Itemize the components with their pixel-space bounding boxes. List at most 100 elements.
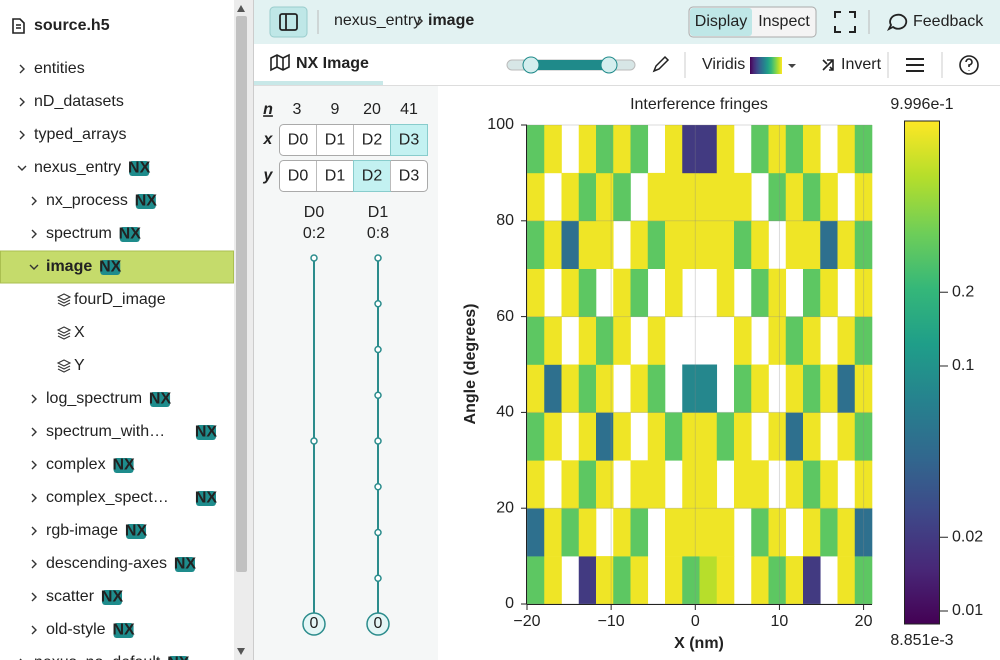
y-tick-label: 0	[505, 595, 514, 612]
heatmap-cell	[682, 172, 700, 222]
tree-item[interactable]: typed_arrays	[34, 126, 127, 143]
axis-button[interactable]: D1	[325, 168, 346, 185]
tree-item[interactable]: nexus_no_default	[34, 654, 161, 660]
heatmap-cell	[768, 172, 787, 222]
scrollbar-thumb[interactable]	[236, 16, 247, 572]
fullscreen-button[interactable]	[834, 11, 856, 33]
heatmap-cell	[578, 172, 597, 222]
heatmap-cell	[716, 556, 735, 605]
chevron[interactable]	[19, 64, 25, 74]
heatmap-cell	[665, 508, 683, 557]
axis-label: y	[263, 167, 274, 184]
slider-value: 0	[310, 615, 319, 632]
chevron[interactable]	[31, 427, 37, 437]
axis-button[interactable]: D3	[399, 132, 420, 149]
nx-badge-label: NX	[101, 589, 124, 606]
heatmap-cell	[647, 220, 666, 269]
heatmap-cell	[751, 460, 769, 509]
tree-item[interactable]: rgb-image	[46, 522, 118, 539]
chevron[interactable]	[31, 196, 37, 206]
tree-item[interactable]: scatter	[46, 588, 95, 605]
heatmap-cell	[751, 220, 769, 269]
tree-item[interactable]: log_spectrum	[46, 390, 142, 407]
heatmap-cell	[734, 364, 752, 413]
axis-button[interactable]: D0	[288, 132, 309, 149]
heatmap-cell	[527, 316, 545, 365]
chevron[interactable]	[17, 165, 27, 171]
heatmap-cell	[596, 125, 614, 174]
heatmap-cell	[647, 460, 666, 509]
chevron[interactable]	[31, 493, 37, 503]
chevron[interactable]	[19, 97, 25, 107]
tree-item[interactable]: fourD_image	[74, 291, 166, 308]
heatmap-cell	[527, 364, 545, 413]
heatmap-cell	[613, 508, 631, 557]
heatmap-cell	[837, 556, 856, 605]
help-button[interactable]	[959, 55, 979, 75]
axis-button-selected[interactable]	[390, 124, 428, 156]
heatmap-cell	[803, 220, 821, 269]
tree-item[interactable]: X	[74, 324, 85, 341]
heatmap-cell	[578, 508, 597, 557]
axis-button[interactable]: D3	[399, 168, 420, 185]
tree-item[interactable]: Y	[74, 357, 85, 374]
mode-button[interactable]	[690, 8, 752, 36]
chevron[interactable]	[31, 229, 37, 239]
breadcrumb-link[interactable]: nexus_entry	[334, 12, 421, 29]
chevron[interactable]	[31, 460, 37, 470]
dim-size: 41	[400, 101, 418, 118]
chevron[interactable]	[19, 130, 25, 140]
tree-item[interactable]: entities	[34, 60, 85, 77]
heatmap-cell	[561, 172, 580, 222]
heatmap-cell	[716, 508, 735, 557]
axis-button[interactable]: D2	[362, 132, 383, 149]
vis-tab[interactable]: NX Image	[296, 55, 369, 72]
tree-item[interactable]: nD_datasets	[34, 93, 124, 110]
range-handle-max[interactable]	[600, 56, 618, 74]
axis-label: x	[263, 131, 274, 148]
axis-button[interactable]: D0	[288, 168, 309, 185]
heatmap-cell	[647, 364, 666, 413]
heatmap-cell	[854, 460, 873, 509]
slider-step	[374, 345, 382, 354]
colormap-name[interactable]: Viridis	[702, 56, 745, 73]
chevron[interactable]	[29, 264, 39, 270]
axis-button[interactable]: D1	[325, 132, 346, 149]
colormap-swatch[interactable]	[750, 57, 782, 74]
slider-handle[interactable]	[366, 612, 390, 636]
x-tick-label: 10	[771, 613, 789, 630]
heatmap-cell	[561, 220, 580, 269]
tree-item[interactable]: spectrum	[46, 225, 112, 242]
tree-item[interactable]: nexus_entry	[34, 159, 121, 176]
feedback-button[interactable]: Feedback	[913, 13, 984, 30]
tree-item[interactable]: old-style	[46, 621, 106, 638]
sidebar-toggle[interactable]	[269, 6, 308, 38]
axis-button[interactable]: D2	[362, 168, 383, 185]
tree-item[interactable]: nx_process	[46, 192, 128, 209]
slider-step	[374, 437, 382, 445]
tree-item[interactable]: complex_spect…	[46, 489, 169, 506]
heatmap-cell	[682, 412, 700, 461]
chevron[interactable]	[31, 625, 37, 635]
chevron[interactable]	[31, 394, 37, 404]
heatmap-cell	[527, 460, 545, 509]
range-handle-min[interactable]	[522, 56, 540, 74]
nx-badge	[196, 491, 216, 506]
menu-button[interactable]	[906, 58, 924, 72]
tree-item[interactable]: complex	[46, 456, 106, 473]
axis-button-selected[interactable]	[353, 160, 391, 192]
invert-toggle[interactable]: Invert	[841, 56, 882, 73]
chevron[interactable]	[31, 526, 37, 536]
mode-button[interactable]	[753, 8, 815, 36]
tree-item[interactable]: spectrum_with…	[46, 423, 165, 440]
chevron[interactable]	[31, 592, 37, 602]
slider-handle[interactable]	[302, 612, 326, 636]
edit-domain-button[interactable]	[652, 55, 670, 73]
tree-item[interactable]: descending-axes	[46, 555, 167, 572]
y-axis-label: Angle (degrees)	[462, 304, 479, 425]
tree-item[interactable]: image	[46, 258, 92, 275]
y-tick-label: 20	[496, 499, 514, 516]
heatmap-cell	[803, 412, 821, 461]
chevron[interactable]	[31, 559, 37, 569]
